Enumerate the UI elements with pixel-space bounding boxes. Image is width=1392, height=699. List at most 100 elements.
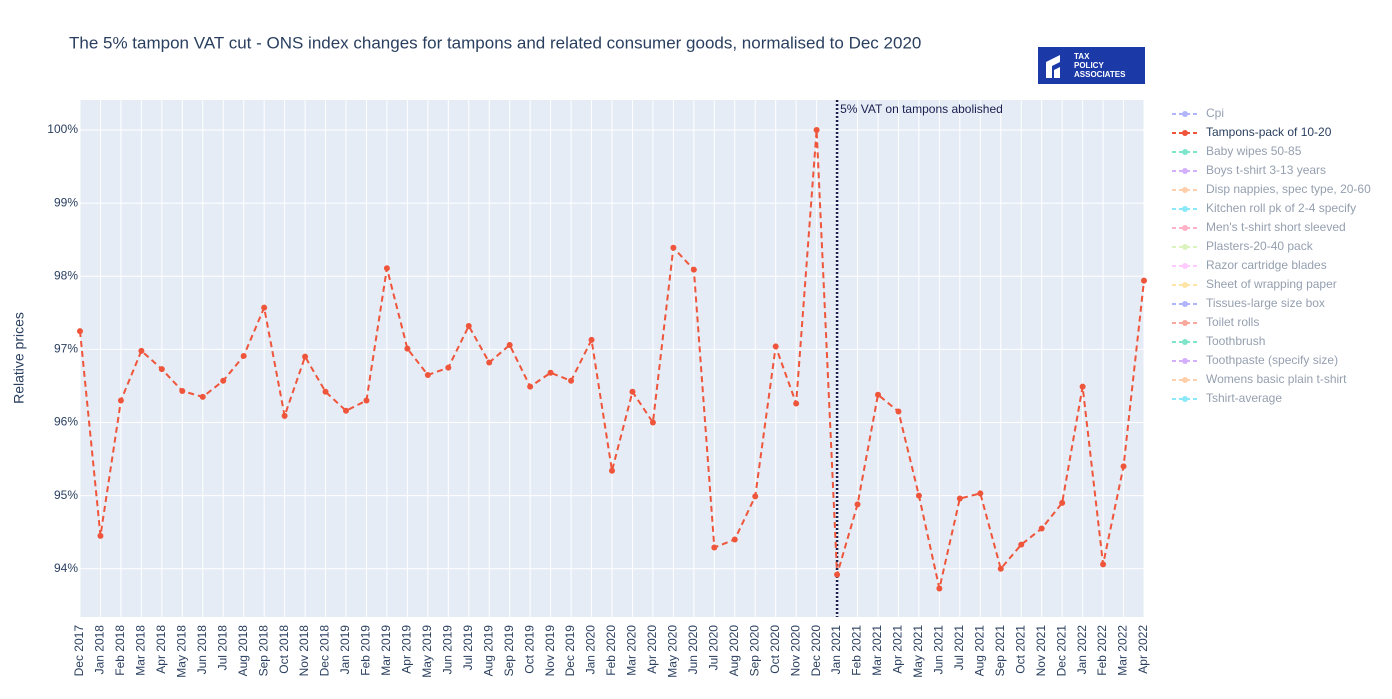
legend-label: Baby wipes 50-85 <box>1206 144 1302 158</box>
legend-item[interactable]: Sheet of wrapping paper <box>1172 277 1337 291</box>
data-point <box>895 408 902 415</box>
data-point <box>997 565 1004 572</box>
legend-label: Womens basic plain t-shirt <box>1206 372 1347 386</box>
x-tick-label: Oct 2019 <box>522 625 536 674</box>
x-tick-label: Jan 2019 <box>338 625 352 675</box>
x-tick-label: Feb 2021 <box>850 625 864 676</box>
legend-item[interactable]: Toothpaste (specify size) <box>1172 353 1338 367</box>
legend-item[interactable]: Tampons-pack of 10-20 <box>1172 125 1332 139</box>
legend-marker <box>1182 187 1188 193</box>
data-point <box>936 585 943 592</box>
data-point <box>363 397 370 404</box>
logo: TAX POLICY ASSOCIATES <box>1038 47 1145 84</box>
legend-item[interactable]: Tissues-large size box <box>1172 296 1325 310</box>
x-tick-label: Mar 2020 <box>625 625 639 676</box>
x-tick-label: Dec 2020 <box>809 625 823 677</box>
data-point <box>424 371 431 378</box>
x-tick-label: Jul 2021 <box>952 625 966 671</box>
x-tick-label: Mar 2021 <box>870 625 884 676</box>
x-tick-label: Dec 2018 <box>318 625 332 677</box>
y-tick-label: 99% <box>54 195 78 209</box>
logo-icon <box>1046 55 1060 78</box>
x-tick-label: Jan 2022 <box>1075 625 1089 675</box>
x-tick-label: Dec 2021 <box>1054 625 1068 677</box>
legend-marker <box>1182 263 1188 269</box>
chart-title: The 5% tampon VAT cut - ONS index change… <box>69 33 921 52</box>
legend-label: Plasters-20-40 pack <box>1206 239 1314 253</box>
legend-item[interactable]: Toothbrush <box>1172 334 1265 348</box>
legend-item[interactable]: Toilet rolls <box>1172 315 1259 329</box>
x-tick-label: Feb 2022 <box>1095 625 1109 676</box>
x-tick-label: Jul 2019 <box>461 625 475 671</box>
x-tick-label: Apr 2021 <box>891 625 905 674</box>
legend-item[interactable]: Kitchen roll pk of 2-4 specify <box>1172 201 1356 215</box>
data-point <box>179 388 186 395</box>
logo-text: ASSOCIATES <box>1074 70 1126 79</box>
legend-marker <box>1182 282 1188 288</box>
data-point <box>404 345 411 352</box>
legend-marker <box>1182 396 1188 402</box>
legend-item[interactable]: Razor cartridge blades <box>1172 258 1327 272</box>
legend-item[interactable]: Baby wipes 50-85 <box>1172 144 1302 158</box>
legend-item[interactable]: Men's t-shirt short sleeved <box>1172 220 1346 234</box>
legend-item[interactable]: Tshirt-average <box>1172 391 1282 405</box>
legend-item[interactable]: Boys t-shirt 3-13 years <box>1172 163 1326 177</box>
data-point <box>1038 525 1045 532</box>
data-point <box>1018 541 1025 548</box>
data-point <box>977 490 984 497</box>
y-tick-label: 96% <box>54 415 78 429</box>
y-tick-label: 97% <box>54 342 78 356</box>
x-tick-label: May 2019 <box>420 625 434 678</box>
x-tick-label: Feb 2018 <box>113 625 127 676</box>
legend-marker <box>1182 149 1188 155</box>
y-tick-label: 94% <box>54 561 78 575</box>
data-point <box>629 388 636 395</box>
data-point <box>813 126 820 133</box>
data-point <box>281 412 288 419</box>
data-point <box>670 244 677 251</box>
legend-marker <box>1182 225 1188 231</box>
x-tick-label: Aug 2021 <box>972 625 986 677</box>
x-tick-label: Oct 2021 <box>1013 625 1027 674</box>
x-tick-label: Apr 2022 <box>1136 625 1150 674</box>
x-tick-label: May 2021 <box>911 625 925 678</box>
data-point <box>875 391 881 398</box>
legend-item[interactable]: Plasters-20-40 pack <box>1172 239 1314 253</box>
data-point <box>117 397 124 404</box>
data-point <box>1141 277 1147 284</box>
x-tick-label: Nov 2021 <box>1034 625 1048 677</box>
x-tick-label: Mar 2019 <box>379 625 393 676</box>
x-tick-label: Nov 2018 <box>297 625 311 677</box>
legend-label: Tampons-pack of 10-20 <box>1206 125 1332 139</box>
logo-text: POLICY <box>1074 61 1104 70</box>
data-point <box>220 377 227 384</box>
legend-label: Boys t-shirt 3-13 years <box>1206 163 1326 177</box>
legend-item[interactable]: Cpi <box>1172 106 1224 120</box>
x-tick-label: Nov 2020 <box>788 625 802 677</box>
x-tick-label: Mar 2018 <box>134 625 148 676</box>
data-point <box>1100 561 1107 568</box>
x-tick-label: Feb 2019 <box>359 625 373 676</box>
legend-label: Men's t-shirt short sleeved <box>1206 220 1346 234</box>
data-point <box>322 388 329 395</box>
legend-item[interactable]: Disp nappies, spec type, 20-60 <box>1172 182 1371 196</box>
legend-marker <box>1182 377 1188 383</box>
legend-label: Kitchen roll pk of 2-4 specify <box>1206 201 1356 215</box>
annotation: 5% VAT on tampons abolished <box>840 102 1003 116</box>
y-tick-label: 100% <box>47 122 78 136</box>
legend-item[interactable]: Womens basic plain t-shirt <box>1172 372 1347 386</box>
data-point <box>731 536 738 543</box>
x-tick-label: Aug 2018 <box>236 625 250 677</box>
data-point <box>588 336 595 343</box>
x-tick-label: Sep 2019 <box>502 625 516 677</box>
legend-marker <box>1182 206 1188 212</box>
data-point <box>547 369 554 376</box>
legend-marker <box>1182 339 1188 345</box>
legend-label: Tshirt-average <box>1206 391 1282 405</box>
legend-marker <box>1182 358 1188 364</box>
data-point <box>1079 383 1086 390</box>
data-point <box>445 364 452 371</box>
data-point <box>383 265 390 272</box>
legend-label: Sheet of wrapping paper <box>1206 277 1337 291</box>
series-line <box>79 129 1145 589</box>
